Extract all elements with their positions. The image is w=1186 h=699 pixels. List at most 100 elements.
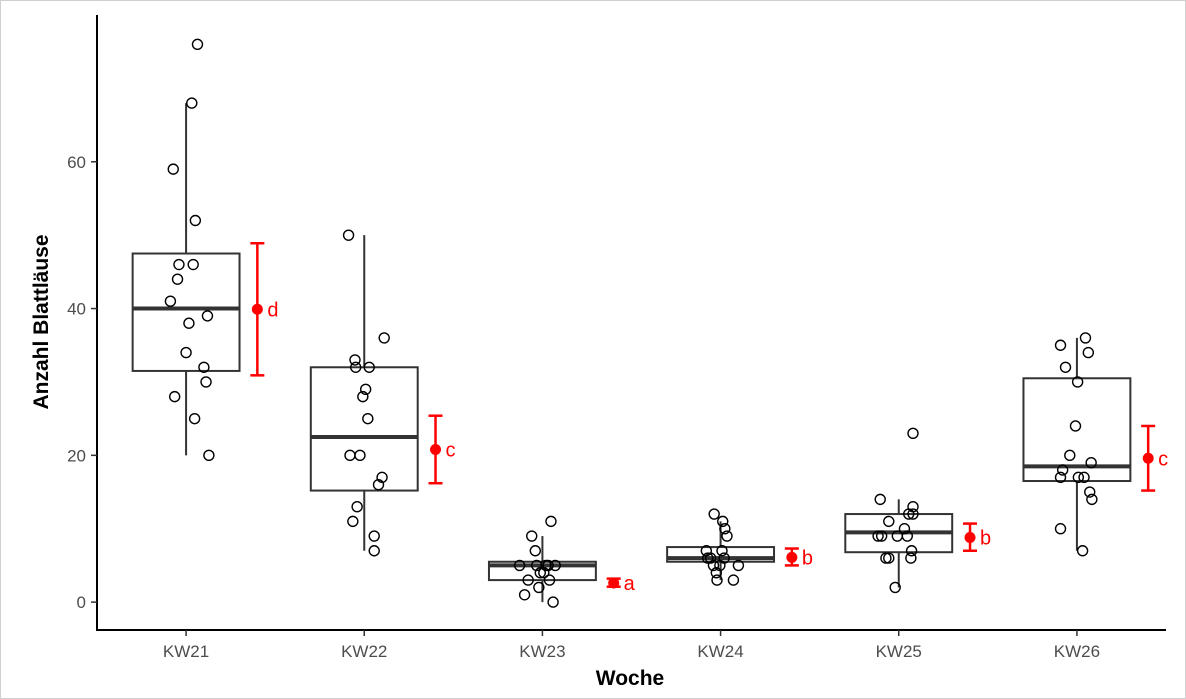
data-point-KW24-12: [721, 530, 733, 542]
data-point-KW22-1: [347, 515, 359, 528]
box-KW26: [1022, 377, 1132, 483]
data-point-KW22-15: [378, 332, 390, 344]
data-point-KW23-6: [533, 581, 545, 594]
y-axis-title: Anzahl Blattläuse: [30, 234, 53, 409]
x-tick-label-KW22: KW22: [341, 642, 387, 661]
data-point-KW26-13: [1084, 486, 1096, 498]
data-point-KW21-0: [164, 295, 177, 307]
data-point-KW21-10: [189, 214, 202, 227]
data-point-KW25-15: [907, 427, 919, 440]
group-letter-KW23: a: [624, 573, 636, 595]
data-point-KW21-8: [187, 258, 199, 271]
data-point-KW25-14: [907, 508, 919, 520]
data-point-KW26-9: [1076, 545, 1089, 557]
data-point-KW26-1: [1054, 523, 1067, 535]
data-point-KW23-7: [534, 567, 546, 579]
data-point-KW23-5: [531, 559, 543, 572]
plot-area: d c a b b c: [131, 38, 1168, 608]
data-point-KW23-3: [526, 530, 538, 542]
data-point-KW24-6: [711, 574, 723, 586]
group-letter-KW24: b: [802, 547, 813, 569]
data-point-KW24-2: [704, 552, 717, 564]
data-point-KW21-11: [191, 38, 204, 51]
mean-point-KW21: [251, 303, 263, 315]
mean-point-KW26: [1142, 452, 1154, 464]
data-point-KW26-15: [1086, 493, 1098, 506]
data-point-KW23-13: [547, 596, 559, 608]
box-KW21: [131, 252, 241, 372]
data-point-KW22-3: [349, 361, 362, 373]
group-letter-KW26: c: [1158, 448, 1168, 470]
data-point-KW21-4: [173, 258, 185, 271]
axes: 0 20 40 60 KW21 KW22 KW23 KW24 KW25 KW26: [67, 15, 1166, 661]
data-point-KW26-14: [1085, 456, 1097, 469]
data-point-KW23-10: [542, 559, 554, 572]
data-point-KW24-3: [707, 559, 720, 572]
data-point-KW23-4: [529, 545, 541, 557]
data-point-KW21-14: [201, 310, 214, 322]
data-point-KW26-2: [1054, 471, 1067, 484]
data-point-KW26-3: [1056, 464, 1069, 476]
mean-point-KW25: [964, 532, 976, 544]
data-point-KW23-11: [543, 574, 556, 586]
x-tick-label-KW26: KW26: [1054, 642, 1100, 661]
data-point-KW26-8: [1072, 471, 1085, 484]
data-point-KW21-15: [203, 449, 215, 462]
data-point-KW22-12: [368, 545, 380, 557]
data-point-KW24-11: [719, 523, 731, 535]
data-point-KW22-9: [362, 412, 374, 425]
x-tick-label-KW21: KW21: [163, 642, 209, 661]
data-point-KW25-5: [883, 515, 895, 528]
data-point-KW22-5: [351, 501, 363, 513]
data-point-KW21-2: [168, 390, 181, 403]
data-point-KW25-1: [874, 493, 886, 506]
data-point-KW21-1: [167, 163, 179, 175]
data-point-KW22-13: [372, 478, 385, 491]
data-point-KW25-4: [883, 552, 895, 564]
data-point-KW26-10: [1078, 471, 1090, 484]
x-axis-title: Woche: [596, 667, 664, 690]
data-point-KW25-2: [875, 530, 888, 542]
data-point-KW23-0: [513, 559, 526, 572]
data-point-KW23-12: [545, 515, 557, 528]
data-point-KW25-3: [880, 552, 892, 564]
data-point-KW22-7: [357, 390, 369, 403]
data-point-KW26-5: [1064, 449, 1076, 462]
data-point-KW24-1: [702, 552, 714, 564]
data-point-KW25-0: [872, 530, 884, 542]
data-point-KW24-14: [732, 559, 745, 572]
data-point-KW21-6: [183, 317, 195, 329]
x-tick-label-KW24: KW24: [697, 642, 743, 661]
y-tick-label-20: 20: [67, 446, 86, 465]
data-point-KW21-5: [180, 346, 192, 359]
group-letter-KW22: c: [446, 439, 456, 461]
data-point-KW26-12: [1082, 346, 1095, 359]
data-point-KW25-11: [905, 552, 917, 564]
y-tick-label-0: 0: [77, 593, 86, 612]
data-point-KW22-0: [342, 229, 355, 241]
data-point-KW24-8: [716, 545, 728, 557]
data-point-KW23-2: [522, 574, 534, 586]
group-letter-KW25: b: [980, 528, 991, 550]
group-letter-KW21: d: [267, 299, 278, 321]
data-point-KW25-12: [905, 545, 918, 557]
data-point-KW25-13: [907, 501, 919, 513]
data-point-KW22-14: [376, 471, 388, 484]
data-point-KW21-13: [200, 376, 212, 388]
data-point-KW21-12: [198, 361, 210, 373]
data-point-KW26-0: [1054, 339, 1067, 351]
data-point-KW22-6: [354, 449, 366, 462]
box-KW22: [309, 366, 419, 492]
data-point-KW24-4: [708, 508, 720, 520]
data-point-KW26-7: [1071, 376, 1084, 388]
data-point-KW24-5: [710, 567, 723, 579]
data-point-KW22-11: [368, 530, 380, 542]
data-point-KW24-9: [717, 515, 729, 528]
data-point-KW23-1: [518, 589, 531, 601]
data-point-KW21-7: [186, 97, 198, 109]
data-point-KW23-14: [549, 559, 561, 572]
data-point-KW24-13: [727, 574, 740, 586]
data-point-KW25-9: [901, 530, 914, 542]
data-point-KW25-6: [889, 581, 901, 594]
